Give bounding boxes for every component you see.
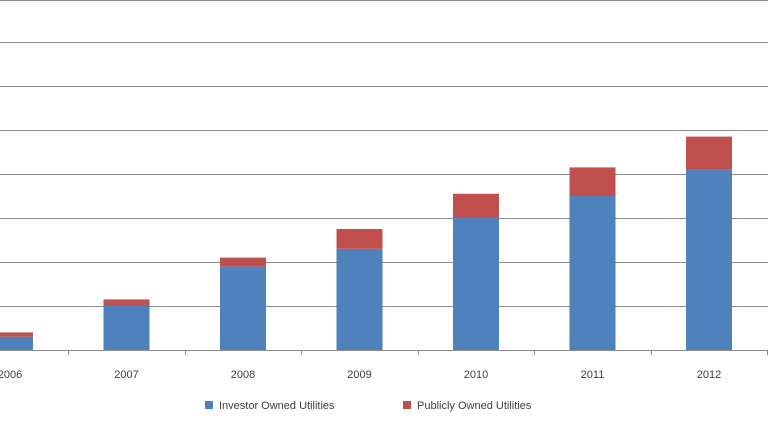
x-tick-label: 2010 — [464, 369, 488, 381]
bar-2010-public — [453, 193, 499, 218]
bar-2006-investor — [0, 336, 33, 350]
bar-2010-investor — [453, 218, 499, 350]
bar-2012-public — [686, 136, 732, 170]
bar-2011-public — [569, 167, 616, 196]
x-tick-label: 2006 — [0, 369, 22, 381]
legend-label: Publicly Owned Utilities — [417, 400, 532, 412]
bar-2009-public — [336, 229, 383, 249]
bar-2007-investor — [103, 306, 150, 350]
bars — [0, 136, 732, 350]
x-tick-label: 2012 — [697, 369, 721, 381]
bar-2011-investor — [569, 196, 616, 350]
x-tick-label: 2009 — [347, 369, 371, 381]
x-tick-label: 2008 — [231, 369, 255, 381]
bar-2007-public — [103, 299, 150, 306]
bar-2008-investor — [220, 266, 266, 350]
legend-swatch — [403, 401, 411, 409]
x-tick-label: 2007 — [114, 369, 138, 381]
bar-2012-investor — [686, 169, 732, 350]
bar-2009-investor — [336, 248, 383, 350]
bar-2008-public — [220, 257, 266, 267]
x-tick-label: 2011 — [581, 369, 605, 381]
legend: Investor Owned Utilities Publicly Owned U… — [205, 400, 532, 412]
gridlines — [0, 0, 768, 307]
bar-2006-public — [0, 332, 33, 337]
legend-label: Investor Owned Utilities — [219, 400, 335, 412]
x-axis: 2006 2007 2008 2009 2010 2011 2012 — [0, 350, 768, 381]
legend-swatch — [205, 401, 213, 409]
